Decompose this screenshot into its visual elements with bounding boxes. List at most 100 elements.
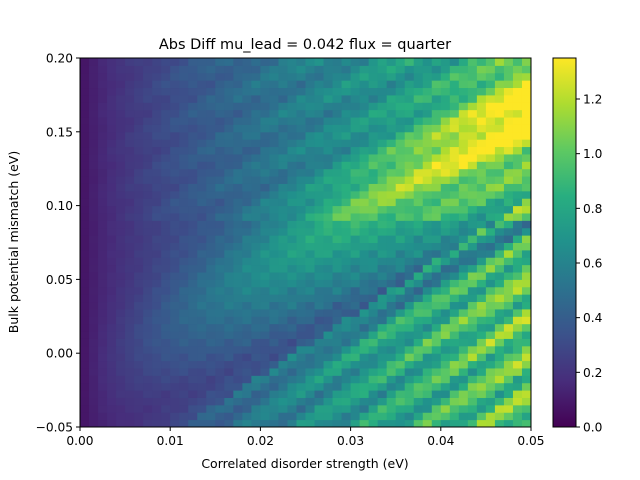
heatmap-cell xyxy=(368,404,379,413)
heatmap-cell xyxy=(89,249,99,258)
heatmap-cell xyxy=(152,124,162,133)
heatmap-cell xyxy=(89,242,99,251)
heatmap-cell xyxy=(494,235,505,243)
heatmap-cell xyxy=(494,404,505,413)
heatmap-cell xyxy=(449,139,460,148)
heatmap-cell xyxy=(494,345,505,354)
heatmap-cell xyxy=(134,117,144,125)
heatmap-cell xyxy=(368,227,379,236)
heatmap-cell xyxy=(386,235,397,243)
heatmap-cell xyxy=(485,212,496,221)
heatmap-cell xyxy=(422,176,433,184)
heatmap-cell xyxy=(395,58,406,66)
heatmap-cell xyxy=(413,360,424,369)
heatmap-cell xyxy=(269,65,279,74)
heatmap-cell xyxy=(98,131,108,140)
heatmap-cell xyxy=(377,412,388,421)
heatmap-cell xyxy=(251,183,261,192)
heatmap-cell xyxy=(512,367,523,376)
heatmap-cell xyxy=(458,242,469,251)
heatmap-cell xyxy=(440,264,451,273)
heatmap-cell xyxy=(242,294,252,303)
heatmap-cell xyxy=(206,161,216,170)
heatmap-cell xyxy=(152,390,162,398)
heatmap-cell xyxy=(386,161,397,170)
heatmap-cell xyxy=(476,404,487,413)
heatmap-cells xyxy=(80,58,532,428)
heatmap-cell xyxy=(485,331,496,339)
heatmap-cell xyxy=(80,412,90,421)
heatmap-cell xyxy=(296,382,306,391)
heatmap-cell xyxy=(179,272,189,280)
heatmap-cell xyxy=(107,367,117,376)
heatmap-cell xyxy=(233,124,243,133)
heatmap-cell xyxy=(143,308,153,317)
heatmap-cell xyxy=(395,390,406,398)
heatmap-cell xyxy=(170,316,180,325)
heatmap-cell xyxy=(476,94,487,103)
heatmap-cell xyxy=(404,198,415,207)
heatmap-cell xyxy=(422,367,433,376)
heatmap-cell xyxy=(395,87,406,96)
heatmap-cell xyxy=(287,220,297,229)
heatmap-cell xyxy=(341,176,352,184)
heatmap-cell xyxy=(260,87,270,96)
heatmap-cell xyxy=(278,345,288,354)
heatmap-cell xyxy=(80,124,90,133)
heatmap-cell xyxy=(314,205,325,214)
heatmap-cell xyxy=(89,205,99,214)
heatmap-cell xyxy=(377,117,388,125)
heatmap-cell xyxy=(485,264,496,273)
heatmap-cell xyxy=(350,139,361,148)
heatmap-cell xyxy=(134,87,144,96)
heatmap-cell xyxy=(440,375,451,384)
heatmap-cell xyxy=(107,117,117,125)
heatmap-cell xyxy=(179,390,189,398)
heatmap-cell xyxy=(188,360,198,369)
heatmap-cell xyxy=(485,153,496,162)
heatmap-cell xyxy=(377,146,388,155)
heatmap-cell xyxy=(206,272,216,280)
heatmap-cell xyxy=(161,220,171,229)
heatmap-cell xyxy=(206,331,216,339)
heatmap-cell xyxy=(485,117,496,125)
heatmap-cell xyxy=(377,316,388,325)
heatmap-cell xyxy=(395,176,406,184)
heatmap-cell xyxy=(233,382,243,391)
heatmap-cell xyxy=(125,242,135,251)
heatmap-cell xyxy=(134,397,144,406)
heatmap-cell xyxy=(242,257,252,266)
heatmap-cell xyxy=(485,294,496,303)
heatmap-cell xyxy=(512,331,523,339)
heatmap-cell xyxy=(476,338,487,347)
heatmap-cell xyxy=(197,235,207,243)
heatmap-cell xyxy=(233,153,243,162)
heatmap-cell xyxy=(125,286,135,295)
heatmap-cell xyxy=(206,109,216,118)
heatmap-cell xyxy=(359,338,370,347)
heatmap-cell xyxy=(80,279,90,288)
heatmap-cell xyxy=(521,316,532,325)
heatmap-cell xyxy=(440,360,451,369)
heatmap-cell xyxy=(134,249,144,258)
heatmap-cell xyxy=(368,146,379,155)
heatmap-cell xyxy=(134,139,144,148)
heatmap-cell xyxy=(197,227,207,236)
heatmap-cell xyxy=(188,168,198,177)
x-tick-label: 0.04 xyxy=(427,434,454,448)
heatmap-cell xyxy=(269,323,279,332)
heatmap-cell xyxy=(296,367,306,376)
heatmap-cell xyxy=(125,316,135,325)
heatmap-cell xyxy=(332,375,343,384)
y-tick-label: 0.05 xyxy=(46,273,73,287)
heatmap-cell xyxy=(98,124,108,133)
heatmap-cell xyxy=(377,249,388,258)
heatmap-cell xyxy=(89,360,99,369)
heatmap-cell xyxy=(404,131,415,140)
heatmap-cell xyxy=(107,338,117,347)
heatmap-cell xyxy=(188,294,198,303)
heatmap-cell xyxy=(251,249,261,258)
heatmap-cell xyxy=(476,316,487,325)
heatmap-cell xyxy=(269,249,279,258)
heatmap-cell xyxy=(269,338,279,347)
